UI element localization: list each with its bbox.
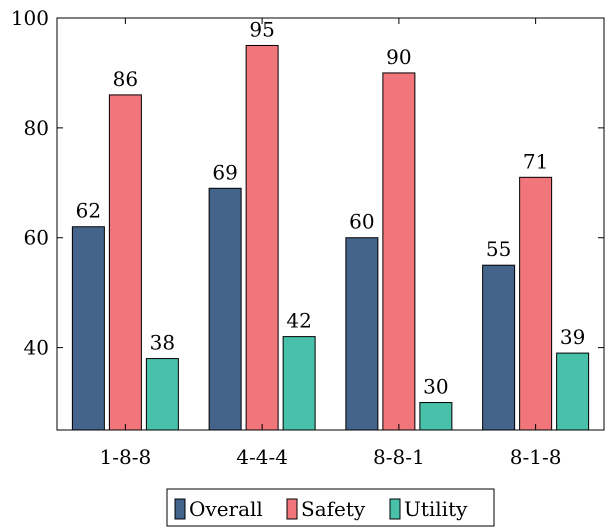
legend-label-overall: Overall [189,497,263,521]
x-tick-label-1-8-8: 1-8-8 [100,445,152,469]
axes-group: 1-8-8 4-4-4 8-8-1 8-1-8 40 60 80 100 [11,6,605,469]
bar-overall-4-4-4 [208,187,242,431]
data-label-overall-8-1-8: 55 [486,237,511,261]
legend-swatch-overall [174,498,186,520]
legend-swatch-utility [389,498,401,520]
bar-safety-8-8-1 [382,72,416,431]
data-label-utility-8-8-1: 30 [423,375,448,399]
legend: Overall Safety Utility [166,488,495,527]
legend-label-safety: Safety [301,497,366,521]
x-tick-label-8-8-1: 8-8-1 [373,445,425,469]
x-tick-label-8-1-8: 8-1-8 [510,445,562,469]
bar-overall-8-8-1 [345,237,379,431]
data-label-safety-1-8-8: 86 [113,67,138,91]
bar-safety-1-8-8 [108,94,142,431]
data-label-overall-4-4-4: 69 [212,160,237,184]
data-label-utility-4-4-4: 42 [286,309,311,333]
bar-overall-8-1-8 [482,264,516,431]
y-tick-label-100: 100 [11,6,49,30]
bar-utility-8-1-8 [556,352,590,431]
bars-group [71,44,590,431]
legend-box [166,488,495,527]
bar-safety-8-1-8 [519,176,553,431]
y-tick-label-40: 40 [24,336,49,360]
legend-swatch-safety [286,498,298,520]
bar-utility-8-8-1 [419,402,453,431]
data-label-overall-1-8-8: 62 [76,199,101,223]
data-label-safety-8-1-8: 71 [523,149,548,173]
legend-label-utility: Utility [404,497,468,521]
bar-safety-4-4-4 [245,44,279,431]
bar-utility-4-4-4 [282,336,316,431]
data-label-utility-8-1-8: 39 [560,325,585,349]
y-tick-label-80: 80 [24,116,49,140]
bar-overall-1-8-8 [71,226,105,431]
plot-frame [56,17,605,431]
x-tick-label-4-4-4: 4-4-4 [236,445,288,469]
data-label-overall-8-8-1: 60 [349,210,374,234]
data-label-utility-1-8-8: 38 [150,331,175,355]
y-tick-label-60: 60 [24,226,49,250]
data-label-safety-8-8-1: 90 [386,45,411,69]
bar-utility-1-8-8 [145,358,179,431]
